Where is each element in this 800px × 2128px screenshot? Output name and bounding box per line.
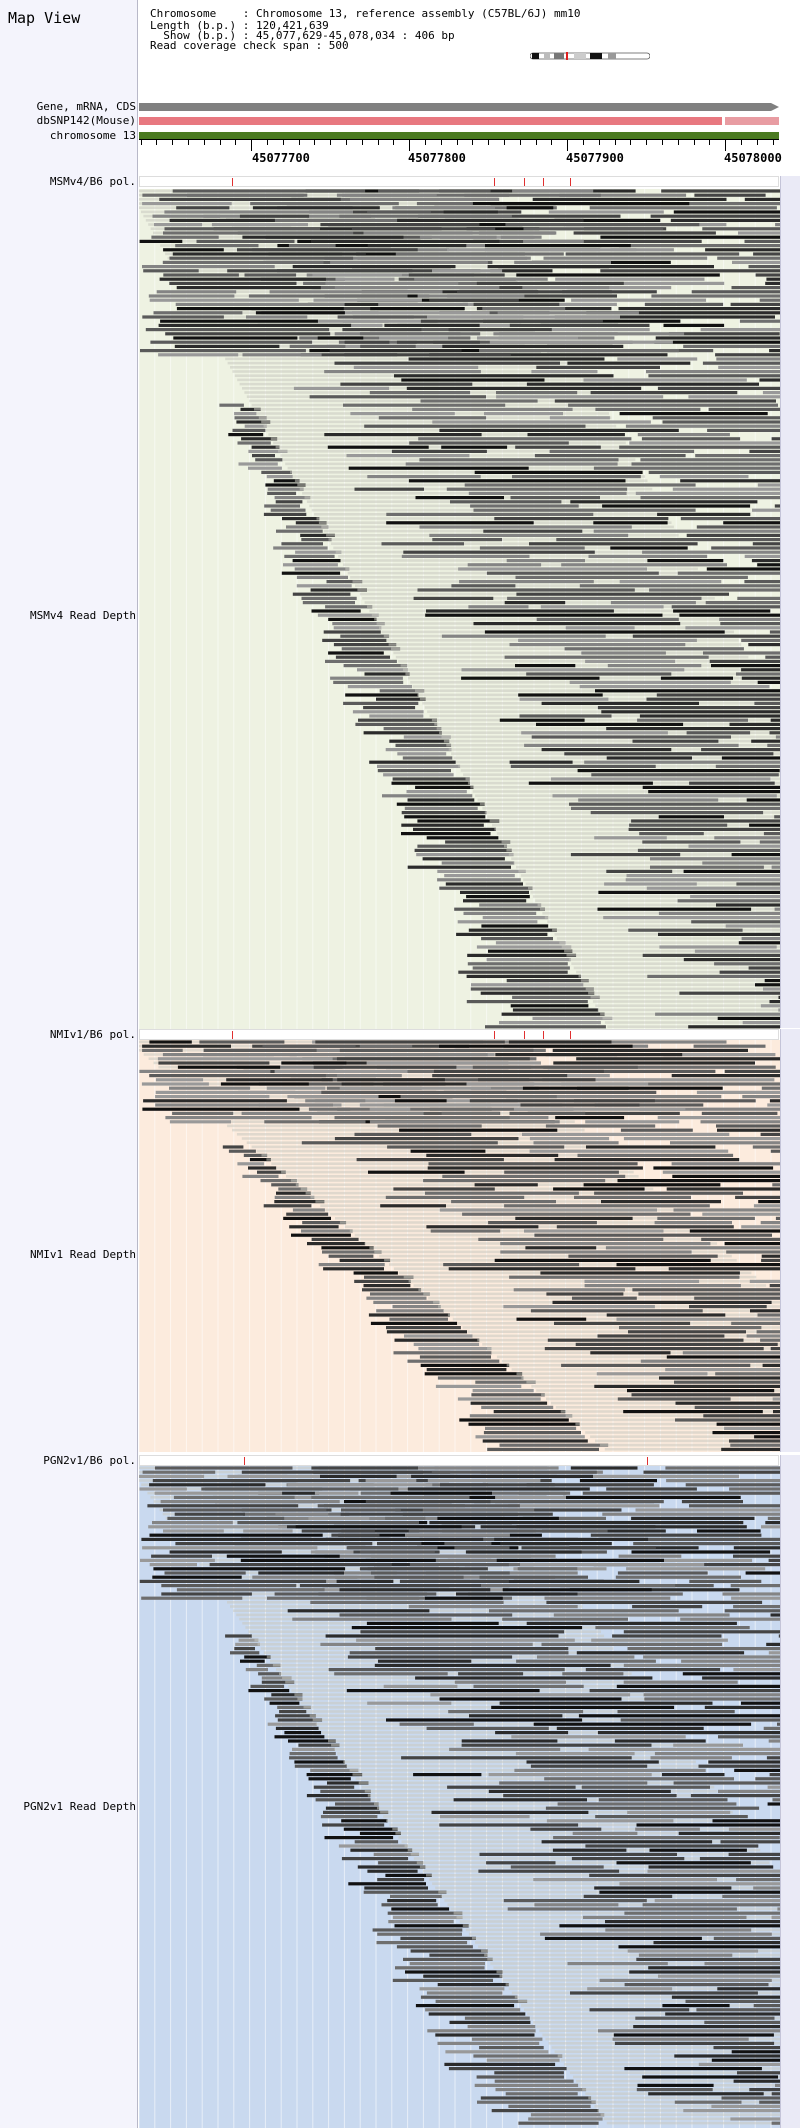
ruler-minor-tick [440,139,442,145]
pgn2v1-pol-label: PGN2v1/B6 pol. [43,1454,136,1467]
ruler-minor-tick [630,139,632,145]
gene-track-bar[interactable] [139,102,779,112]
ruler-minor-tick [377,139,379,145]
snp-marker[interactable] [647,1457,649,1465]
read-pileup [139,189,780,1029]
ruler-label-2: 45077800 [408,151,466,165]
ruler-minor-tick [535,139,537,145]
snp-marker[interactable] [493,178,495,186]
pgn2v1-right-margin [780,1455,800,2128]
ruler-label-4: 45078000 [724,151,782,165]
ruler-minor-tick [203,139,205,145]
ruler-minor-tick [346,139,347,145]
pgn2v1-depth-label: PGN2v1 Read Depth [23,1800,136,1813]
dbsnp-track-label: dbSNP142(Mouse) [36,114,136,127]
nmiv1-polymorphism-track[interactable] [139,1029,779,1040]
map-view-title: Map View [8,9,81,27]
ruler-minor-tick [519,139,521,145]
snp-marker[interactable] [244,1457,246,1465]
ruler-minor-tick [614,139,616,145]
read-pileup [139,1040,780,1452]
ruler-minor-tick [741,139,743,145]
ruler-minor-tick [330,139,332,145]
show-range-info: Show (b.p.) : 45,077,629-45,078,034 : 40… [150,29,455,42]
ruler-minor-tick [187,139,189,145]
snp-marker[interactable] [569,178,571,186]
nmiv1-right-margin [780,1029,800,1452]
snp-marker[interactable] [542,1031,544,1039]
length-info: Length (b.p.) : 120,421,639 [150,19,329,32]
snp-marker[interactable] [493,1031,495,1039]
nmiv1-depth-label: NMIv1 Read Depth [30,1248,136,1261]
ruler-label-1: 45077700 [252,151,310,165]
ruler-minor-tick [583,139,585,145]
ruler-major-tick [409,139,411,151]
msmv4-right-margin [780,176,800,1028]
msmv4-pol-label: MSMv4/B6 pol. [49,175,136,188]
chromosome-track-label: chromosome 13 [49,129,136,142]
ruler-major-tick [567,139,569,151]
ruler-minor-tick [709,139,711,145]
ruler-minor-tick [677,139,679,145]
ruler-minor-tick [298,139,300,145]
ruler-baseline [139,139,779,140]
ruler-minor-tick [314,139,316,145]
snp-marker[interactable] [231,178,233,186]
ruler-minor-tick [646,139,648,145]
ruler-minor-tick [140,139,142,145]
ruler-minor-tick [472,139,474,145]
ruler-minor-tick [551,139,553,145]
ruler-label-3: 45077900 [566,151,624,165]
msmv4-depth-label: MSMv4 Read Depth [30,609,136,622]
pgn2v1-polymorphism-track[interactable] [139,1455,779,1466]
snp-marker[interactable] [524,1031,525,1039]
ruler-minor-tick [361,139,363,145]
ruler-minor-tick [456,139,458,145]
ruler-minor-tick [488,139,490,145]
ruler-minor-tick [393,139,395,145]
ruler-minor-tick [156,139,158,145]
ruler-minor-tick [772,139,774,145]
coverage-span-info: Read coverage check span : 500 [150,39,349,52]
ruler-minor-tick [235,139,237,145]
ruler-minor-tick [756,139,758,145]
ruler-minor-tick [425,139,427,145]
ruler-major-tick [251,139,253,151]
ruler-major-tick [725,139,727,151]
ruler-minor-tick [267,139,268,145]
dbsnp-track-bar[interactable] [139,116,779,126]
read-pileup [139,1466,780,2128]
ruler-minor-tick [282,139,284,145]
snp-marker[interactable] [231,1031,233,1039]
ruler-minor-tick [172,139,174,145]
gene-track-label: Gene, mRNA, CDS [36,100,136,113]
ruler-minor-tick [219,139,221,145]
snp-marker[interactable] [542,178,544,186]
nmiv1-pol-label: NMIv1/B6 pol. [49,1028,136,1041]
pgn2v1-read-depth-track[interactable] [139,1466,780,2128]
msmv4-read-depth-track[interactable] [139,189,780,1029]
snp-marker[interactable] [569,1031,571,1039]
ruler-minor-tick [693,139,695,145]
chromosome-ideogram[interactable] [530,52,650,60]
ruler-minor-tick [662,139,664,145]
ruler-minor-tick [598,139,600,145]
snp-marker[interactable] [524,178,525,186]
left-label-column [0,0,138,2128]
chromosome-track-bar[interactable] [139,131,779,141]
ruler-minor-tick [504,139,506,145]
chromosome-info: Chromosome : Chromosome 13, reference as… [150,7,581,20]
msmv4-polymorphism-track[interactable] [139,176,779,187]
nmiv1-read-depth-track[interactable] [139,1040,780,1452]
